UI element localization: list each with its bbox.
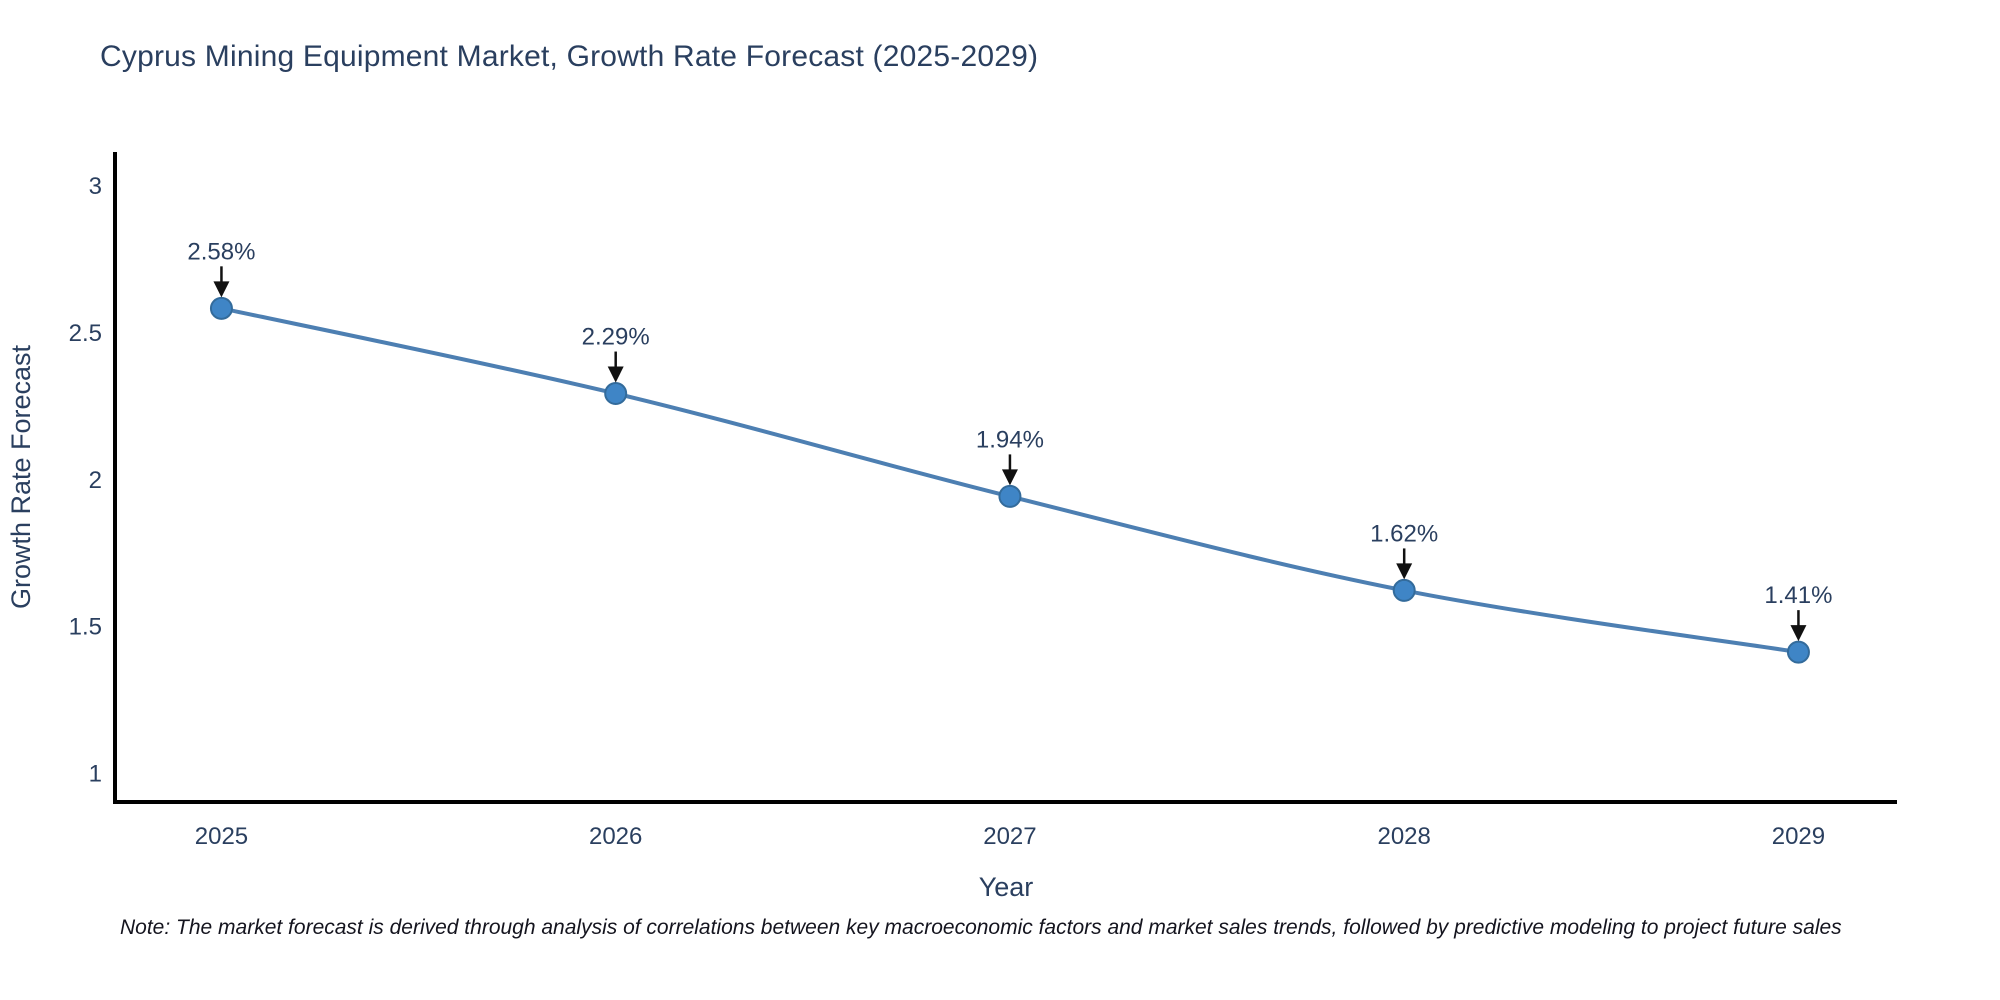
y-tick-label: 1	[89, 761, 102, 788]
x-axis-title: Year	[979, 872, 1034, 902]
point-value-label: 2.58%	[187, 238, 255, 265]
y-tick-label: 2	[89, 467, 102, 494]
chart-title: Cyprus Mining Equipment Market, Growth R…	[100, 40, 1039, 73]
data-point-marker	[1392, 578, 1416, 602]
footnote: Note: The market forecast is derived thr…	[120, 916, 1842, 939]
annotation-arrowhead-icon	[1396, 563, 1413, 580]
annotation-arrowhead-icon	[607, 366, 624, 383]
x-tick-label: 2028	[1377, 823, 1430, 850]
x-tick-label: 2025	[195, 823, 248, 850]
x-tick-label: 2027	[983, 823, 1036, 850]
data-point-marker	[604, 382, 628, 406]
x-tick-label: 2029	[1772, 823, 1825, 850]
annotation-arrowhead-icon	[1790, 625, 1807, 642]
point-value-label: 1.94%	[976, 426, 1044, 453]
point-value-label: 2.29%	[582, 324, 650, 351]
y-tick-label: 3	[89, 173, 102, 200]
x-tick-label: 2026	[589, 823, 642, 850]
point-value-label: 1.62%	[1370, 520, 1438, 547]
point-value-label: 1.41%	[1764, 582, 1832, 609]
annotation-arrowhead-icon	[213, 281, 230, 298]
data-point-marker	[998, 484, 1022, 508]
y-tick-label: 1.5	[69, 614, 102, 641]
y-axis-title: Growth Rate Forecast	[6, 344, 36, 609]
data-point-marker	[209, 296, 233, 320]
data-point-marker	[1786, 640, 1810, 664]
y-tick-label: 2.5	[69, 320, 102, 347]
annotation-arrowhead-icon	[1001, 469, 1018, 486]
